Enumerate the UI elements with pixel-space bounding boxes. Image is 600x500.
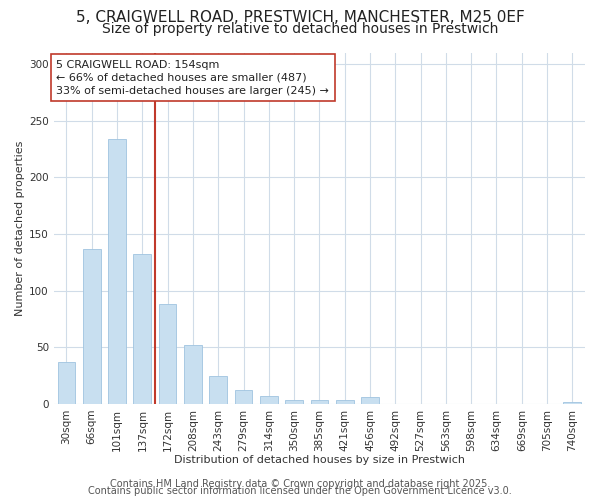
Bar [336, 400, 353, 404]
Bar [159, 304, 176, 404]
Bar [235, 390, 253, 404]
Text: 5, CRAIGWELL ROAD, PRESTWICH, MANCHESTER, M25 0EF: 5, CRAIGWELL ROAD, PRESTWICH, MANCHESTER… [76, 10, 524, 25]
Bar [209, 376, 227, 404]
X-axis label: Distribution of detached houses by size in Prestwich: Distribution of detached houses by size … [174, 455, 465, 465]
Bar [184, 345, 202, 404]
Bar [83, 248, 101, 404]
Bar [361, 397, 379, 404]
Text: Contains public sector information licensed under the Open Government Licence v3: Contains public sector information licen… [88, 486, 512, 496]
Y-axis label: Number of detached properties: Number of detached properties [15, 140, 25, 316]
Bar [58, 362, 75, 404]
Bar [260, 396, 278, 404]
Bar [563, 402, 581, 404]
Text: Contains HM Land Registry data © Crown copyright and database right 2025.: Contains HM Land Registry data © Crown c… [110, 479, 490, 489]
Bar [133, 254, 151, 404]
Bar [108, 138, 126, 404]
Bar [311, 400, 328, 404]
Text: 5 CRAIGWELL ROAD: 154sqm
← 66% of detached houses are smaller (487)
33% of semi-: 5 CRAIGWELL ROAD: 154sqm ← 66% of detach… [56, 60, 329, 96]
Text: Size of property relative to detached houses in Prestwich: Size of property relative to detached ho… [102, 22, 498, 36]
Bar [285, 400, 303, 404]
